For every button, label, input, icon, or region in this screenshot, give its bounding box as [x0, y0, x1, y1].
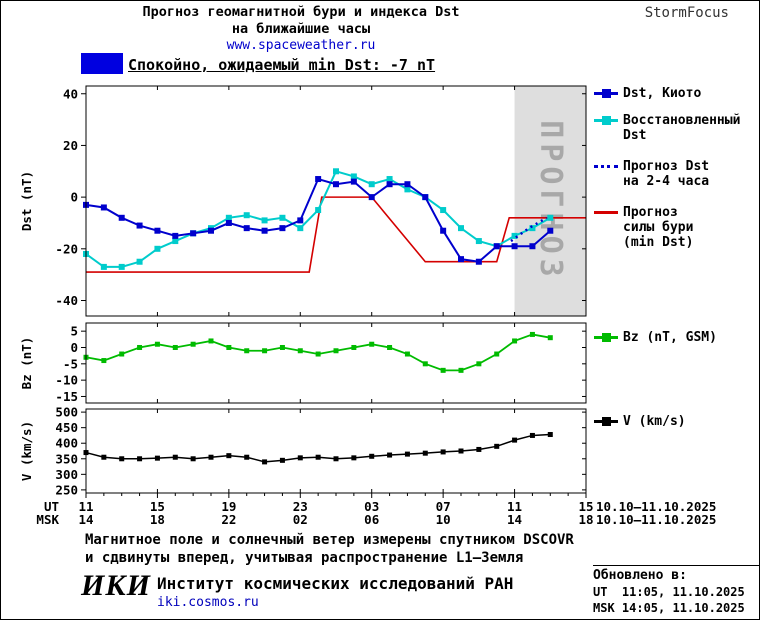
svg-text:14: 14	[507, 512, 522, 527]
legend-label: Bz (nT, GSM)	[623, 330, 717, 345]
v-marker-icon	[594, 414, 618, 429]
updated-ut: UT 11:05, 11.10.2025	[593, 585, 745, 599]
institute-name: Институт космических исследований РАН	[157, 574, 514, 593]
legend-item-bz: Bz (nT, GSM)	[594, 330, 717, 345]
svg-text:18: 18	[150, 512, 165, 527]
svg-text:03: 03	[364, 499, 379, 514]
svg-text:500: 500	[55, 405, 78, 420]
svg-text:02: 02	[293, 512, 308, 527]
msk-row-label: MSK	[36, 512, 59, 527]
svg-text:300: 300	[55, 467, 78, 482]
updated-label: Обновлено в:	[593, 568, 687, 583]
svg-text:250: 250	[55, 482, 78, 497]
y-axis-label: Bz (nT)	[19, 337, 34, 390]
iki-site-link[interactable]: iki.cosmos.ru	[157, 595, 259, 610]
ut-row-label: UT	[44, 499, 59, 514]
dst-forecast-dotted-marker-icon	[594, 159, 618, 174]
svg-text:22: 22	[221, 512, 236, 527]
page-title: Прогноз геомагнитной бури и индекса Dst	[142, 4, 460, 20]
brand-label: StormFocus	[644, 5, 729, 21]
svg-text:40: 40	[63, 86, 78, 101]
updated-msk: MSK 14:05, 11.10.2025	[593, 601, 745, 615]
svg-text:0: 0	[70, 340, 78, 355]
date-range-msk: 10.10–11.10.2025	[596, 512, 716, 527]
svg-text:11: 11	[507, 499, 522, 514]
page-title-line2: на ближайшие часы	[231, 21, 371, 37]
storm-forecast-line-marker-icon	[594, 205, 618, 220]
legend-label: Dst	[623, 128, 647, 143]
svg-text:18: 18	[578, 512, 593, 527]
legend-label: силы бури	[623, 220, 694, 235]
legend-label: Прогноз	[623, 205, 678, 220]
svg-text:23: 23	[293, 499, 308, 514]
legend-label: Восстановленный	[623, 113, 741, 128]
svg-text:19: 19	[221, 499, 236, 514]
legend-item-dst-kyoto: Dst, Киото	[594, 86, 701, 101]
series-dst_restored	[85, 170, 551, 268]
bz-marker-icon	[594, 330, 618, 345]
svg-text:0: 0	[70, 190, 78, 205]
svg-text:350: 350	[55, 451, 78, 466]
dscovr-note-line2: и сдвинуты вперед, учитывая распростране…	[85, 550, 524, 566]
legend-item-dst-forecast: Прогноз Dst на 2-4 часа	[594, 159, 709, 189]
svg-text:15: 15	[578, 499, 593, 514]
dscovr-note-line1: Магнитное поле и солнечный ветер измерен…	[85, 532, 574, 548]
forecast-band-label: ПРОГНОЗ	[533, 120, 568, 281]
svg-text:-5: -5	[63, 356, 78, 371]
series-dst_forecast_2_4h	[510, 216, 548, 243]
svg-text:-20: -20	[55, 241, 78, 256]
svg-text:11: 11	[78, 499, 93, 514]
svg-text:5: 5	[70, 324, 78, 339]
spaceweather-link[interactable]: www.spaceweather.ru	[226, 38, 376, 53]
legend-label: (min Dst)	[623, 235, 694, 250]
svg-text:450: 450	[55, 420, 78, 435]
svg-text:20: 20	[63, 138, 78, 153]
legend-label: Dst, Киото	[623, 86, 702, 101]
svg-text:400: 400	[55, 436, 78, 451]
svg-text:15: 15	[150, 499, 165, 514]
legend-item-v: V (km/s)	[594, 414, 686, 429]
series-v	[85, 433, 551, 463]
series-storm_forecast	[86, 196, 586, 273]
legend-item-storm-forecast: Прогноз силы бури (min Dst)	[594, 205, 693, 250]
y-axis-label: Dst (nT)	[19, 171, 34, 231]
dst-restored-marker-icon	[594, 113, 618, 128]
dst-kyoto-marker-icon	[594, 86, 618, 101]
storm-status-link[interactable]: Спокойно, ожидаемый min Dst: -7 nT	[128, 56, 436, 74]
series-dst_kyoto	[85, 177, 551, 263]
iki-logo: ИКИ	[81, 569, 152, 602]
date-range-ut: 10.10–11.10.2025	[596, 499, 716, 514]
legend-label: на 2-4 часа	[623, 174, 710, 189]
updated-block: Обновлено в: UT 11:05, 11.10.2025 MSK 14…	[593, 565, 759, 615]
svg-text:-40: -40	[55, 293, 78, 308]
forecast-band	[514, 86, 586, 316]
series-bz	[85, 333, 551, 372]
svg-text:07: 07	[436, 499, 451, 514]
legend-item-dst-restored: Восстановленный Dst	[594, 113, 740, 143]
legend-label: V (km/s)	[623, 414, 686, 429]
svg-text:14: 14	[78, 512, 93, 527]
svg-text:-15: -15	[55, 389, 78, 404]
svg-text:-10: -10	[55, 373, 78, 388]
svg-text:06: 06	[364, 512, 379, 527]
y-axis-label: V (km/s)	[19, 421, 34, 481]
storm-level-swatch	[81, 53, 123, 74]
legend-label: Прогноз Dst	[623, 159, 710, 174]
svg-text:10: 10	[436, 512, 451, 527]
